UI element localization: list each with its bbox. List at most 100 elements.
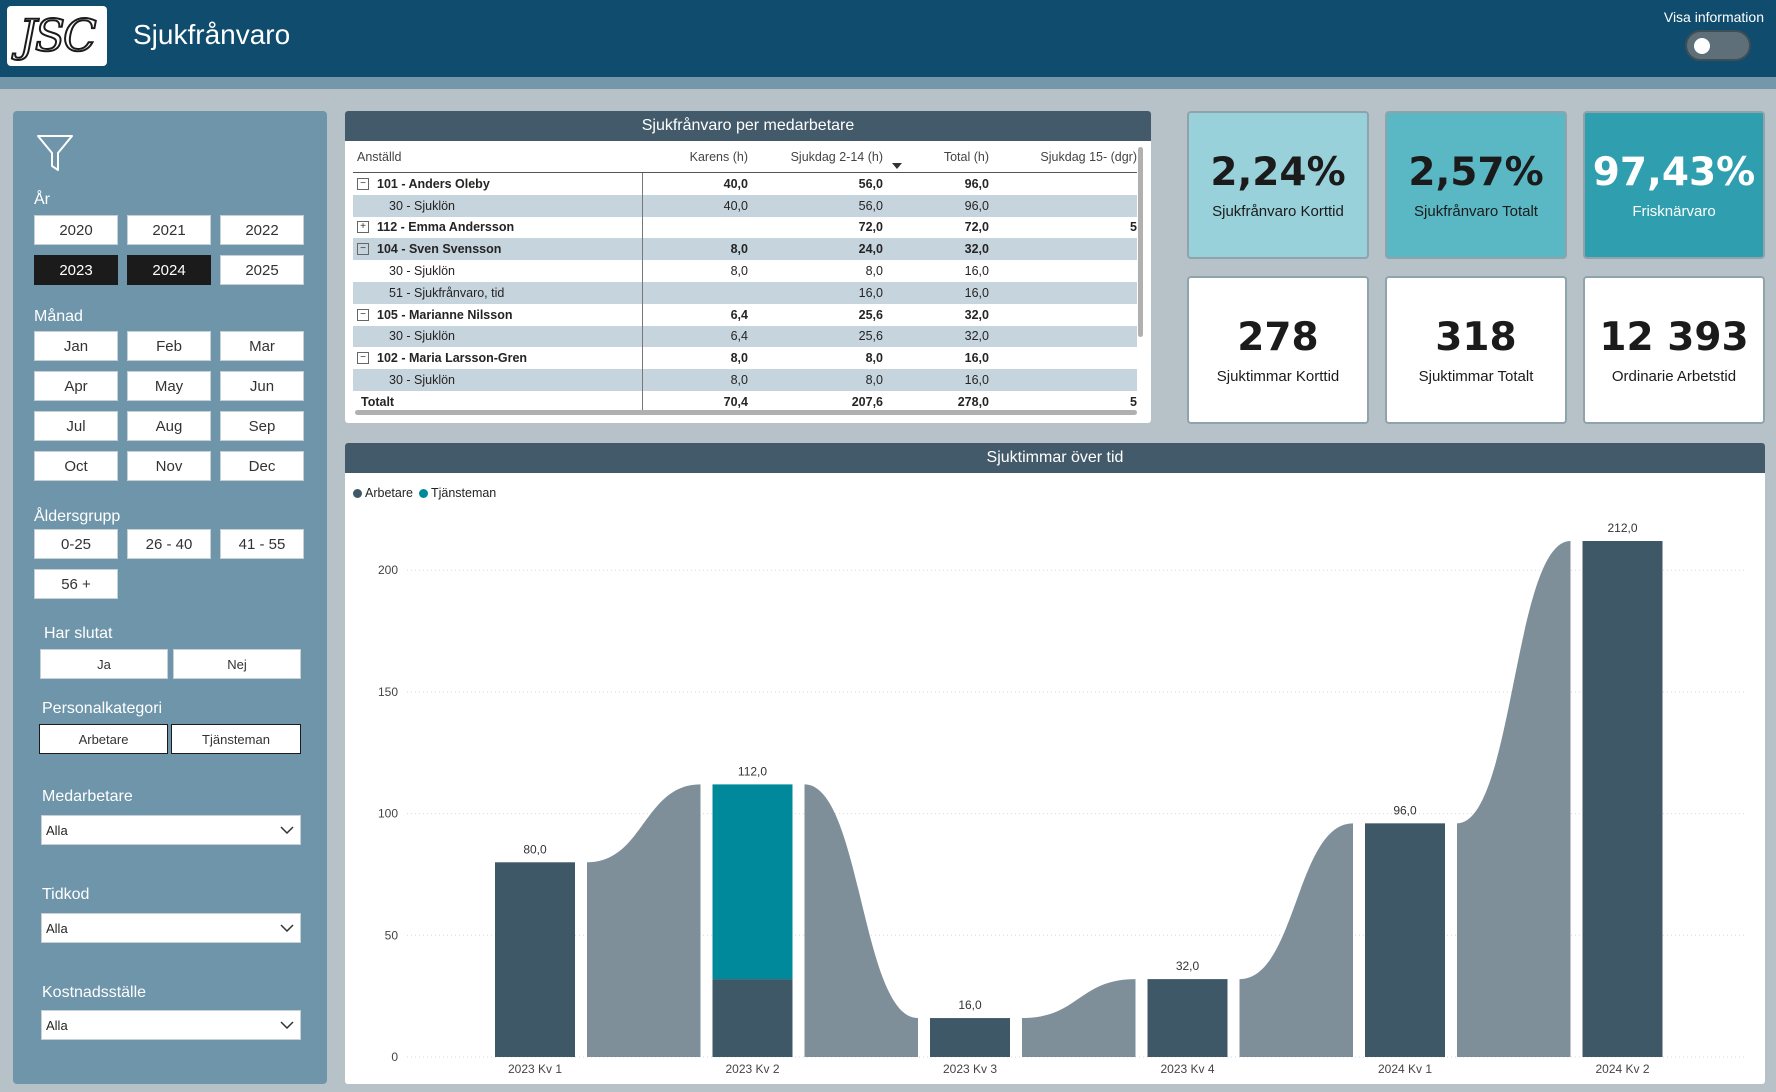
year-2020-button[interactable]: 2020 (34, 215, 118, 245)
total-cell: 278,0 (957, 394, 989, 409)
bar-arbetare (495, 862, 575, 1057)
ribbon-connector (1239, 823, 1353, 1057)
kpi-value: 2,24% (1210, 150, 1346, 195)
data-label: 80,0 (523, 842, 547, 856)
category-arbetare-button[interactable]: Arbetare (39, 724, 168, 754)
col-header-employee[interactable]: Anställd (357, 149, 402, 164)
month-dec-button[interactable]: Dec (220, 451, 304, 481)
table-row-timecode[interactable]: 30 - Sjuklön 8,0 8,0 16,0 (353, 260, 1137, 282)
cost-center-label: Kostnadsställe (42, 984, 147, 1001)
chart-title: Sjuktimmar över tid (345, 443, 1765, 473)
kpi-label: Sjukfrånvaro Korttid (1212, 203, 1344, 220)
month-sep-button[interactable]: Sep (220, 411, 304, 441)
table-cell: 30 - Sjuklön (389, 329, 456, 344)
table-row-employee[interactable]: −104 - Sven Svensson 8,0 24,0 32,0 (353, 238, 1137, 261)
toggle-knob (1694, 38, 1710, 54)
time-code-dropdown[interactable]: Alla (41, 913, 301, 943)
table-row-employee[interactable]: −101 - Anders Oleby 40,0 56,0 96,0 (353, 173, 1137, 195)
y-tick-label: 100 (378, 807, 398, 821)
chart-plot-area: 0 50 100 150 200 80,0 2023 Kv 1 112,0 2023 Kv 2 1… (378, 521, 1745, 1076)
table-title: Sjukfrånvaro per medarbetare (345, 111, 1151, 141)
age-0-25-button[interactable]: 0-25 (34, 529, 118, 559)
table-cell: 16,0 (964, 351, 989, 366)
table-cell: 25,6 (858, 307, 883, 322)
month-feb-button[interactable]: Feb (127, 331, 211, 361)
month-nov-button[interactable]: Nov (127, 451, 211, 481)
kpi-label: Sjukfrånvaro Totalt (1414, 203, 1538, 220)
x-tick-label: 2023 Kv 1 (508, 1062, 562, 1076)
total-cell: 70,4 (723, 394, 748, 409)
col-header-karens[interactable]: Karens (h) (689, 149, 748, 164)
month-apr-button[interactable]: Apr (34, 371, 118, 401)
cost-center-dropdown[interactable]: Alla (41, 1010, 301, 1040)
chevron-down-icon (274, 1021, 300, 1029)
table-cell: 8,0 (730, 264, 748, 279)
table-row-timecode[interactable]: 51 - Sjukfrånvaro, tid 16,0 16,0 (353, 281, 1137, 304)
year-2025-button[interactable]: 2025 (220, 255, 304, 285)
table-cell: 56,0 (858, 176, 883, 191)
month-aug-button[interactable]: Aug (127, 411, 211, 441)
data-label: 16,0 (958, 998, 982, 1012)
ribbon-connector (1022, 979, 1136, 1057)
kpi-value: 318 (1435, 315, 1517, 360)
kpi-card: 12 393 Ordinarie Arbetstid (1583, 276, 1765, 424)
table-row-employee[interactable]: −105 - Marianne Nilsson 6,4 25,6 32,0 (353, 303, 1137, 326)
month-oct-button[interactable]: Oct (34, 451, 118, 481)
table-cell: 72,0 (964, 220, 989, 235)
year-2021-button[interactable]: 2021 (127, 215, 211, 245)
table-row-employee[interactable]: +112 - Emma Andersson 72,0 72,0 5 (353, 216, 1137, 239)
cost-center-dropdown-value: Alla (46, 1017, 68, 1033)
sick-hours-over-time-chart: Sjuktimmar över tid Arbetare Tjänsteman … (345, 443, 1765, 1084)
col-header-sickday-2-14[interactable]: Sjukdag 2-14 (h) (790, 149, 883, 164)
employee-dropdown-value: Alla (46, 822, 68, 838)
table-row-timecode[interactable]: 30 - Sjuklön 40,0 56,0 96,0 (353, 194, 1137, 217)
table-cell: 6,4 (730, 329, 748, 344)
month-jun-button[interactable]: Jun (220, 371, 304, 401)
year-2022-button[interactable]: 2022 (220, 215, 304, 245)
month-mar-button[interactable]: Mar (220, 331, 304, 361)
legend-item-tjansteman[interactable]: Tjänsteman (418, 486, 496, 500)
age-41-55-button[interactable]: 41 - 55 (220, 529, 304, 559)
has-quit-no-button[interactable]: Nej (173, 649, 301, 679)
collapse-icon[interactable]: − (357, 352, 369, 365)
kpi-label: Frisknärvaro (1632, 203, 1716, 220)
table-row-employee[interactable]: −102 - Maria Larsson-Gren 8,0 8,0 16,0 (353, 347, 1137, 370)
legend-item-arbetare[interactable]: Arbetare (353, 486, 413, 500)
collapse-icon[interactable]: − (357, 177, 369, 190)
matrix-table: Anställd Karens (h) Sjukdag 2-14 (h) Tot… (353, 141, 1137, 413)
collapse-icon[interactable]: − (357, 243, 369, 256)
collapse-icon[interactable]: − (357, 308, 369, 321)
category-tjansteman-button[interactable]: Tjänsteman (171, 724, 301, 754)
chart-legend: Arbetare Tjänsteman (353, 486, 502, 500)
info-toggle[interactable] (1685, 30, 1751, 61)
vertical-scrollbar[interactable] (1138, 147, 1143, 337)
col-header-total[interactable]: Total (h) (943, 149, 989, 164)
month-jan-button[interactable]: Jan (34, 331, 118, 361)
app-header: JSC Sjukfrånvaro Visa information (0, 0, 1776, 77)
age-56-plus-button[interactable]: 56 + (34, 569, 118, 599)
page-title: Sjukfrånvaro (133, 19, 291, 50)
ribbon-connector (1457, 541, 1571, 1057)
age-26-40-button[interactable]: 26 - 40 (127, 529, 211, 559)
legend-label: Arbetare (365, 486, 413, 500)
month-jul-button[interactable]: Jul (34, 411, 118, 441)
month-may-button[interactable]: May (127, 371, 211, 401)
table-cell: 104 - Sven Svensson (377, 242, 502, 257)
table-cell: 40,0 (723, 198, 748, 213)
has-quit-yes-button[interactable]: Ja (40, 649, 168, 679)
table-row-timecode[interactable]: 30 - Sjuklön 8,0 8,0 16,0 (353, 369, 1137, 391)
year-2024-button[interactable]: 2024 (127, 255, 211, 285)
table-cell: 96,0 (964, 198, 989, 213)
ribbon-connector (587, 784, 701, 1057)
employee-dropdown[interactable]: Alla (41, 815, 301, 845)
kpi-card: 2,24% Sjukfrånvaro Korttid (1187, 111, 1369, 259)
table-row-timecode[interactable]: 30 - Sjuklön 6,4 25,6 32,0 (353, 325, 1137, 348)
bar-arbetare (712, 979, 793, 1057)
table-cell: 8,0 (865, 373, 883, 388)
horizontal-scrollbar[interactable] (355, 410, 1137, 415)
year-2023-button[interactable]: 2023 (34, 255, 118, 285)
bar-tjänsteman (712, 784, 793, 980)
has-quit-label: Har slutat (44, 625, 113, 642)
expand-icon[interactable]: + (357, 221, 369, 234)
col-header-sickday-15[interactable]: Sjukdag 15- (dgr) (1040, 149, 1137, 164)
